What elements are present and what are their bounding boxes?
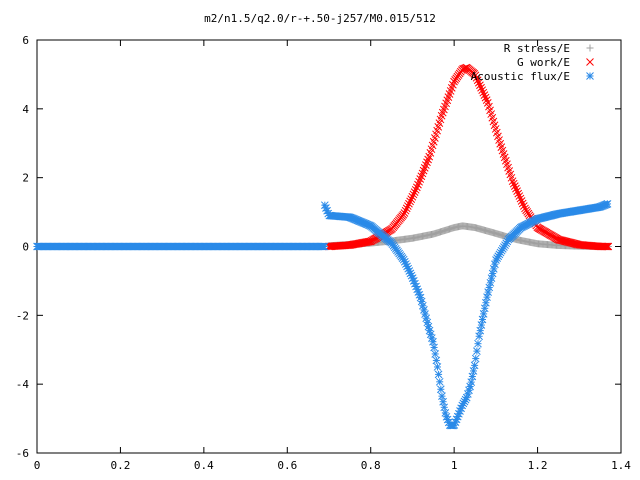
data-point (401, 206, 410, 215)
data-point (481, 93, 490, 102)
data-point (510, 182, 519, 191)
data-point (489, 265, 498, 273)
x-tick-label: 1.4 (611, 459, 631, 472)
data-point (433, 363, 442, 371)
x-tick-label: 0.2 (110, 459, 130, 472)
data-point (603, 200, 612, 208)
y-tick-label: -6 (16, 447, 29, 460)
data-point (406, 197, 414, 206)
data-point (418, 169, 427, 178)
data-point (430, 343, 438, 352)
data-point (483, 293, 491, 302)
data-point (408, 192, 417, 201)
data-point (602, 242, 610, 251)
data-point (416, 175, 425, 183)
data-point (435, 377, 444, 386)
data-point (601, 242, 609, 251)
x-tick-label: 1 (451, 459, 458, 472)
data-point (405, 199, 413, 208)
data-point (487, 274, 496, 283)
data-point (471, 71, 480, 80)
x-tick-label: 0.6 (277, 459, 297, 472)
data-point (485, 283, 494, 292)
data-point (603, 242, 612, 251)
legend-marker-2 (586, 72, 594, 80)
series-1 (325, 63, 613, 251)
y-tick-label: -4 (16, 378, 30, 391)
data-point (412, 183, 421, 192)
data-point (513, 187, 521, 195)
y-tick-label: 6 (22, 34, 29, 47)
y-tick-label: 2 (22, 172, 29, 185)
data-point (422, 161, 430, 169)
data-point (488, 269, 497, 278)
data-point (479, 88, 488, 97)
legend-label-g-work: G work/E (517, 56, 570, 69)
data-point (482, 96, 491, 104)
series-flat-segment (33, 242, 329, 251)
data-point (419, 166, 428, 175)
data-point (519, 202, 528, 210)
data-point (480, 91, 489, 100)
chart-title: m2/n1.5/q2.0/r-+.50-j257/M0.015/512 (204, 12, 436, 25)
data-point (515, 192, 524, 200)
data-point (517, 197, 526, 205)
data-point (486, 278, 495, 287)
data-point (414, 180, 422, 189)
data-point (482, 298, 490, 307)
data-point (474, 339, 482, 348)
x-tick-label: 0.4 (194, 459, 214, 472)
legend-label-r-stress: R stress/E (503, 42, 570, 55)
axis-ticks: 0 0.2 0.4 0.6 0.8 1 1.2 1.4 6 4 2 0 -2 -4 -6 (16, 34, 632, 472)
data-point (514, 189, 523, 198)
data-point (518, 199, 527, 208)
legend-marker-0 (586, 44, 594, 52)
y-tick-label: 0 (22, 241, 29, 254)
data-point (434, 370, 443, 379)
x-tick-label: 0 (34, 459, 41, 472)
data-point (410, 188, 419, 196)
data-point (411, 185, 420, 194)
data-marks (33, 44, 613, 430)
data-point (420, 164, 429, 172)
data-point (477, 83, 485, 92)
data-point (466, 382, 474, 391)
y-tick-label: 4 (22, 103, 29, 116)
data-point (400, 209, 409, 217)
data-point (320, 242, 329, 251)
data-point (436, 385, 445, 394)
legend-label-acoustic-flux: Acoustic flux/E (470, 70, 570, 83)
legend-marker-1 (586, 58, 594, 66)
data-point (423, 158, 431, 167)
data-point (431, 350, 440, 358)
data-point (484, 288, 492, 296)
data-point (407, 195, 416, 203)
data-point (403, 202, 412, 210)
x-tick-label: 1.2 (528, 459, 548, 472)
data-point (471, 354, 480, 363)
data-point (473, 76, 482, 85)
data-point (473, 347, 481, 355)
data-point (415, 177, 423, 186)
data-point (476, 81, 484, 90)
data-point (402, 204, 411, 213)
data-point (432, 356, 441, 365)
y-tick-label: -2 (16, 309, 29, 322)
data-point (516, 194, 525, 203)
data-point (604, 242, 613, 251)
series-2 (320, 200, 612, 430)
data-point (472, 73, 481, 82)
data-point (462, 393, 471, 402)
data-point (478, 86, 487, 95)
data-point (512, 184, 520, 193)
data-point (470, 361, 479, 370)
x-tick-label: 0.8 (361, 459, 381, 472)
data-point (417, 172, 426, 181)
data-point (508, 177, 517, 186)
data-point (474, 78, 483, 87)
data-point (509, 179, 518, 188)
data-point (409, 190, 418, 199)
